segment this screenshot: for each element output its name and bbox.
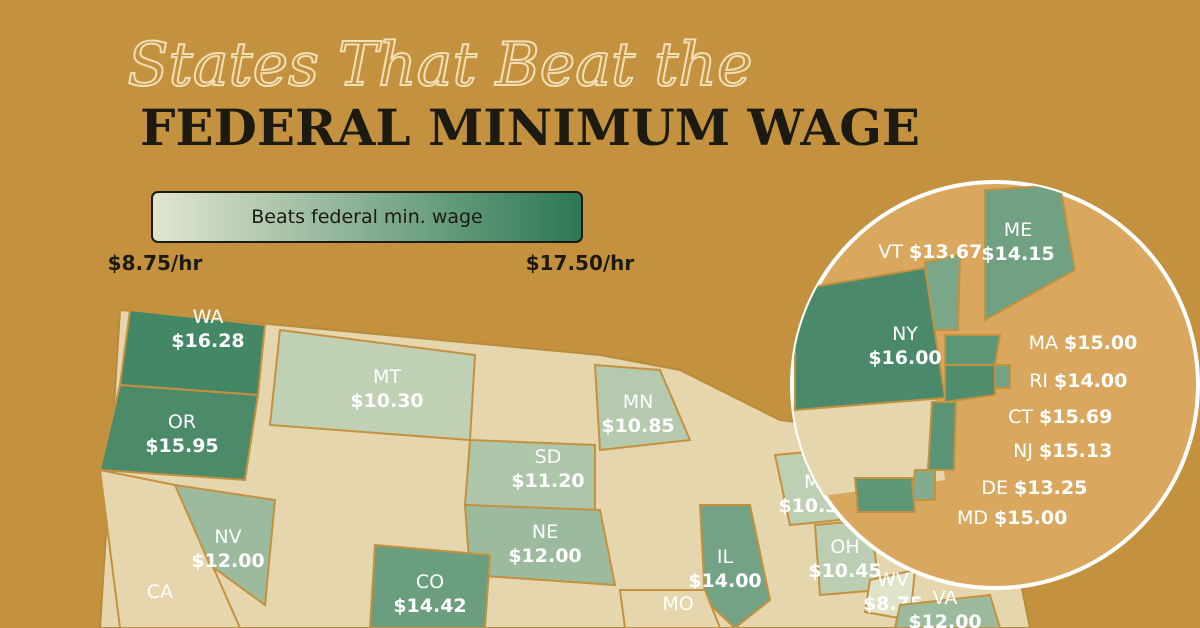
state-value: $12.00 bbox=[508, 545, 581, 567]
inset-labels: VT $13.67 ME$14.15 NY$16.00 MA $15.00 RI $14.00… bbox=[868, 219, 1137, 529]
state-code: SD bbox=[535, 446, 562, 468]
state bbox=[463, 503, 617, 587]
state bbox=[944, 364, 996, 404]
legend-bar bbox=[151, 191, 583, 243]
state-code: MO bbox=[662, 593, 693, 615]
state-value: $15.00 bbox=[994, 507, 1067, 529]
state-code: ME bbox=[1004, 219, 1032, 241]
state bbox=[944, 334, 1002, 366]
state-code: RI bbox=[1029, 370, 1048, 392]
state-value: $12.00 bbox=[908, 611, 981, 628]
state bbox=[98, 468, 242, 628]
inset-map bbox=[794, 183, 1077, 513]
state-value: $15.00 bbox=[1064, 332, 1137, 354]
state bbox=[593, 363, 692, 452]
state-value: $10.30 bbox=[350, 390, 423, 412]
state-code: MD bbox=[957, 507, 988, 529]
state-code: MA bbox=[1029, 332, 1058, 354]
state-value: $14.15 bbox=[981, 243, 1054, 265]
state-value: $14.00 bbox=[688, 570, 761, 592]
state-value: $12.00 bbox=[191, 550, 264, 572]
state bbox=[910, 469, 936, 501]
state-code: WV bbox=[877, 569, 909, 591]
state-code: DE bbox=[981, 477, 1008, 499]
state-code: VA bbox=[933, 587, 958, 609]
state-code: OH bbox=[830, 536, 859, 558]
title: FEDERAL MINIMUM WAGE bbox=[140, 98, 920, 157]
state-code: CA bbox=[147, 581, 173, 603]
state-code: CO bbox=[416, 571, 444, 593]
state-value: $10.45 bbox=[808, 560, 881, 582]
script-title: States That Beat the bbox=[128, 30, 753, 100]
state-code: IL bbox=[717, 546, 734, 568]
state-value: $16.28 bbox=[171, 330, 244, 352]
state-code: MN bbox=[623, 391, 654, 413]
state bbox=[853, 477, 917, 513]
state-code: OR bbox=[168, 411, 196, 433]
state bbox=[98, 383, 260, 482]
state-code: WA bbox=[193, 306, 224, 328]
state-value: $16.00 bbox=[868, 347, 941, 369]
state bbox=[994, 364, 1011, 389]
state bbox=[368, 543, 492, 628]
state bbox=[698, 504, 772, 628]
state bbox=[173, 483, 277, 607]
state bbox=[926, 401, 958, 471]
state-value: $15.95 bbox=[145, 435, 218, 457]
state-value: $13.67 bbox=[909, 241, 982, 263]
state-code: NJ bbox=[1013, 440, 1033, 462]
state-value: $14.00 bbox=[1054, 370, 1127, 392]
state-code: NE bbox=[532, 521, 558, 543]
state-value: $15.69 bbox=[1039, 406, 1112, 428]
state-code: VT bbox=[878, 241, 903, 263]
state-value: $14.42 bbox=[393, 595, 466, 617]
state-code: CT bbox=[1008, 406, 1033, 428]
inset-base bbox=[792, 400, 945, 500]
state-value: $10.85 bbox=[601, 415, 674, 437]
state-code: NV bbox=[214, 526, 241, 548]
legend-max: $17.50/hr bbox=[526, 251, 635, 275]
state bbox=[893, 593, 1002, 628]
state bbox=[984, 183, 1077, 322]
legend-min: $8.75/hr bbox=[108, 251, 203, 275]
state bbox=[618, 589, 722, 628]
legend-label: Beats federal min. wage bbox=[251, 206, 483, 228]
state bbox=[794, 266, 947, 412]
state-value: $11.20 bbox=[511, 470, 584, 492]
state-value: $13.25 bbox=[1014, 477, 1087, 499]
state-code: NY bbox=[892, 323, 918, 345]
state-code: MT bbox=[373, 366, 401, 388]
state-value: $15.13 bbox=[1039, 440, 1112, 462]
